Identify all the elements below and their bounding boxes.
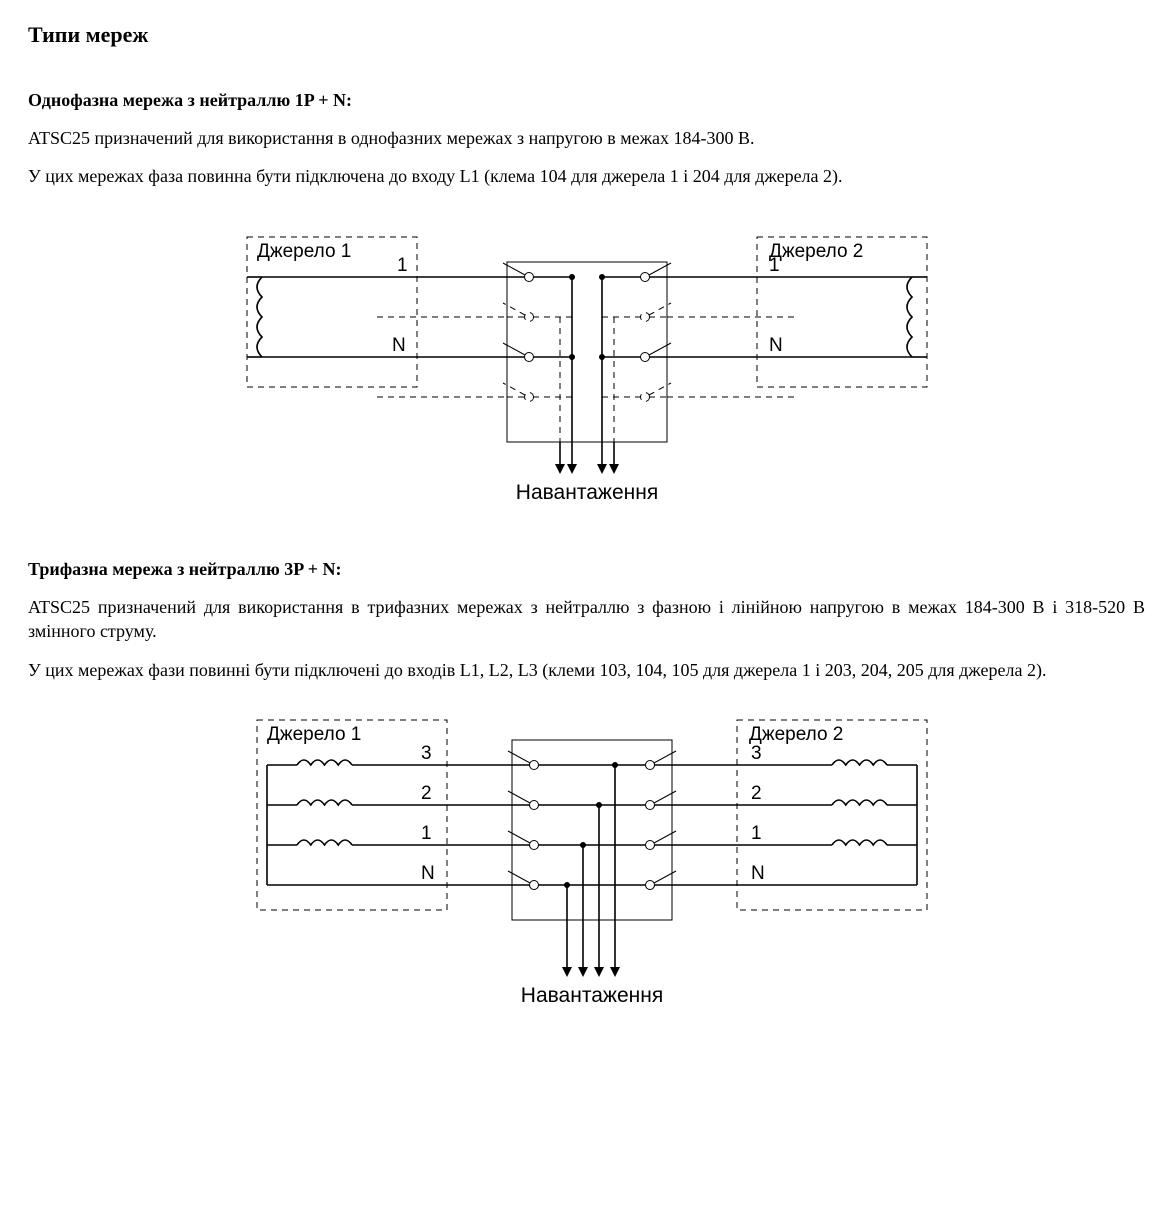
diagram-single-phase: Джерело 1Джерело 21N1NНавантаження xyxy=(28,207,1145,523)
svg-text:Джерело 1: Джерело 1 xyxy=(267,724,361,745)
svg-text:1: 1 xyxy=(397,255,408,276)
svg-text:3: 3 xyxy=(421,743,432,764)
svg-text:Навантаження: Навантаження xyxy=(520,984,662,1007)
svg-text:1: 1 xyxy=(751,823,762,844)
svg-text:1: 1 xyxy=(769,255,780,276)
section2-para1: ATSC25 призначений для використання в тр… xyxy=(28,595,1145,644)
section1-heading: Однофазна мережа з нейтраллю 1P + N: xyxy=(28,88,1145,112)
svg-text:N: N xyxy=(421,863,435,884)
svg-text:1: 1 xyxy=(421,823,432,844)
svg-text:N: N xyxy=(392,335,406,356)
section1-para2: У цих мережах фаза повинна бути підключе… xyxy=(28,164,1145,188)
page-title: Типи мереж xyxy=(28,20,1145,50)
svg-text:Навантаження: Навантаження xyxy=(515,481,657,504)
svg-text:2: 2 xyxy=(421,783,432,804)
svg-text:Джерело 1: Джерело 1 xyxy=(257,241,351,262)
section1-para1: ATSC25 призначений для використання в од… xyxy=(28,126,1145,150)
diagram-three-phase: Джерело 1Джерело 2321N321NНавантаження xyxy=(28,700,1145,1026)
svg-text:Джерело 2: Джерело 2 xyxy=(769,241,863,262)
svg-text:N: N xyxy=(769,335,783,356)
svg-text:N: N xyxy=(751,863,765,884)
svg-text:3: 3 xyxy=(751,743,762,764)
section2-heading: Трифазна мережа з нейтраллю 3P + N: xyxy=(28,557,1145,581)
svg-text:2: 2 xyxy=(751,783,762,804)
section2-para2: У цих мережах фази повинні бути підключе… xyxy=(28,658,1145,682)
svg-text:Джерело 2: Джерело 2 xyxy=(749,724,843,745)
